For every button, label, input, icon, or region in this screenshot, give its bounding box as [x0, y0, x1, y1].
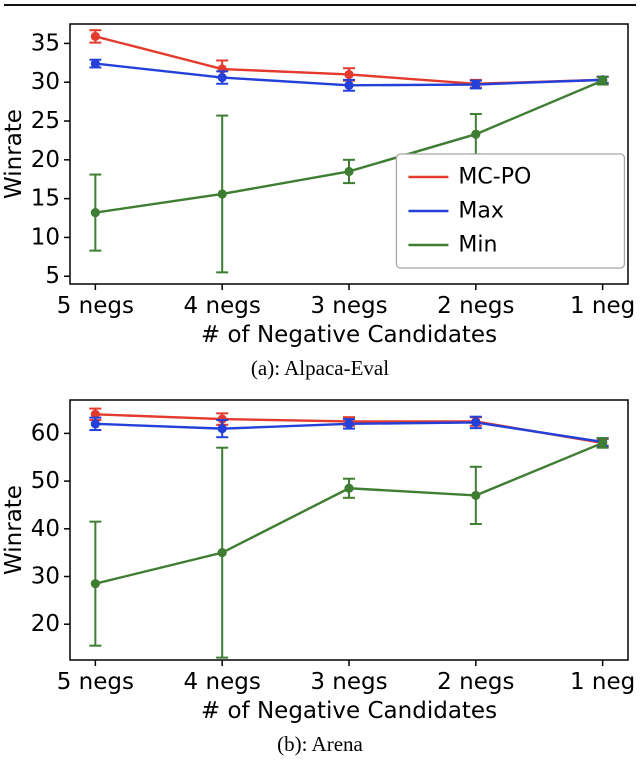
svg-text:1 neg: 1 neg: [570, 669, 635, 695]
svg-text:15: 15: [31, 186, 60, 212]
caption-arena: (b): Arena: [277, 732, 363, 756]
caption-alpaca-eval: (a): Alpaca-Eval: [250, 356, 390, 380]
svg-text:60: 60: [31, 420, 60, 446]
svg-text:3 negs: 3 negs: [310, 293, 387, 319]
svg-text:4 negs: 4 negs: [184, 293, 261, 319]
svg-text:20: 20: [31, 147, 60, 173]
svg-text:20: 20: [31, 611, 60, 637]
svg-text:10: 10: [31, 224, 60, 250]
svg-text:# of Negative Candidates: # of Negative Candidates: [201, 322, 497, 348]
svg-text:2 negs: 2 negs: [437, 293, 514, 319]
svg-text:50: 50: [31, 468, 60, 494]
svg-text:Winrate: Winrate: [1, 485, 27, 575]
svg-text:Min: Min: [458, 233, 497, 258]
svg-text:5 negs: 5 negs: [57, 669, 134, 695]
svg-text:Winrate: Winrate: [1, 109, 27, 199]
svg-text:MC-PO: MC-PO: [458, 165, 531, 190]
svg-text:25: 25: [31, 108, 60, 134]
svg-text:2 negs: 2 negs: [437, 669, 514, 695]
svg-text:1 neg: 1 neg: [570, 293, 635, 319]
svg-text:30: 30: [31, 564, 60, 590]
svg-text:5 negs: 5 negs: [57, 293, 134, 319]
svg-text:35: 35: [31, 30, 60, 56]
svg-text:Max: Max: [458, 199, 503, 224]
arena-line-chart: 20 30 40 50 60 5 negs 4 negs 3 negs 2 negs 1 neg #…: [1, 399, 635, 724]
svg-text:3 negs: 3 negs: [310, 669, 387, 695]
alpaca-eval-line-chart: 5 10 15 20 25 30 35 5 negs 4 negs 3 negs 2 negs 1 n…: [1, 23, 635, 348]
svg-text:4 negs: 4 negs: [184, 669, 261, 695]
svg-text:5: 5: [45, 263, 60, 289]
svg-text:30: 30: [31, 69, 60, 95]
chart-block-arena: 20 30 40 50 60 5 negs 4 negs 3 negs 2 negs 1 neg #…: [0, 386, 640, 756]
svg-text:40: 40: [31, 516, 60, 542]
svg-text:# of Negative Candidates: # of Negative Candidates: [201, 698, 497, 724]
chart-block-alpaca-eval: 5 10 15 20 25 30 35 5 negs 4 negs 3 negs 2 negs 1 n…: [0, 10, 640, 380]
figure-top-rule: [4, 4, 636, 6]
